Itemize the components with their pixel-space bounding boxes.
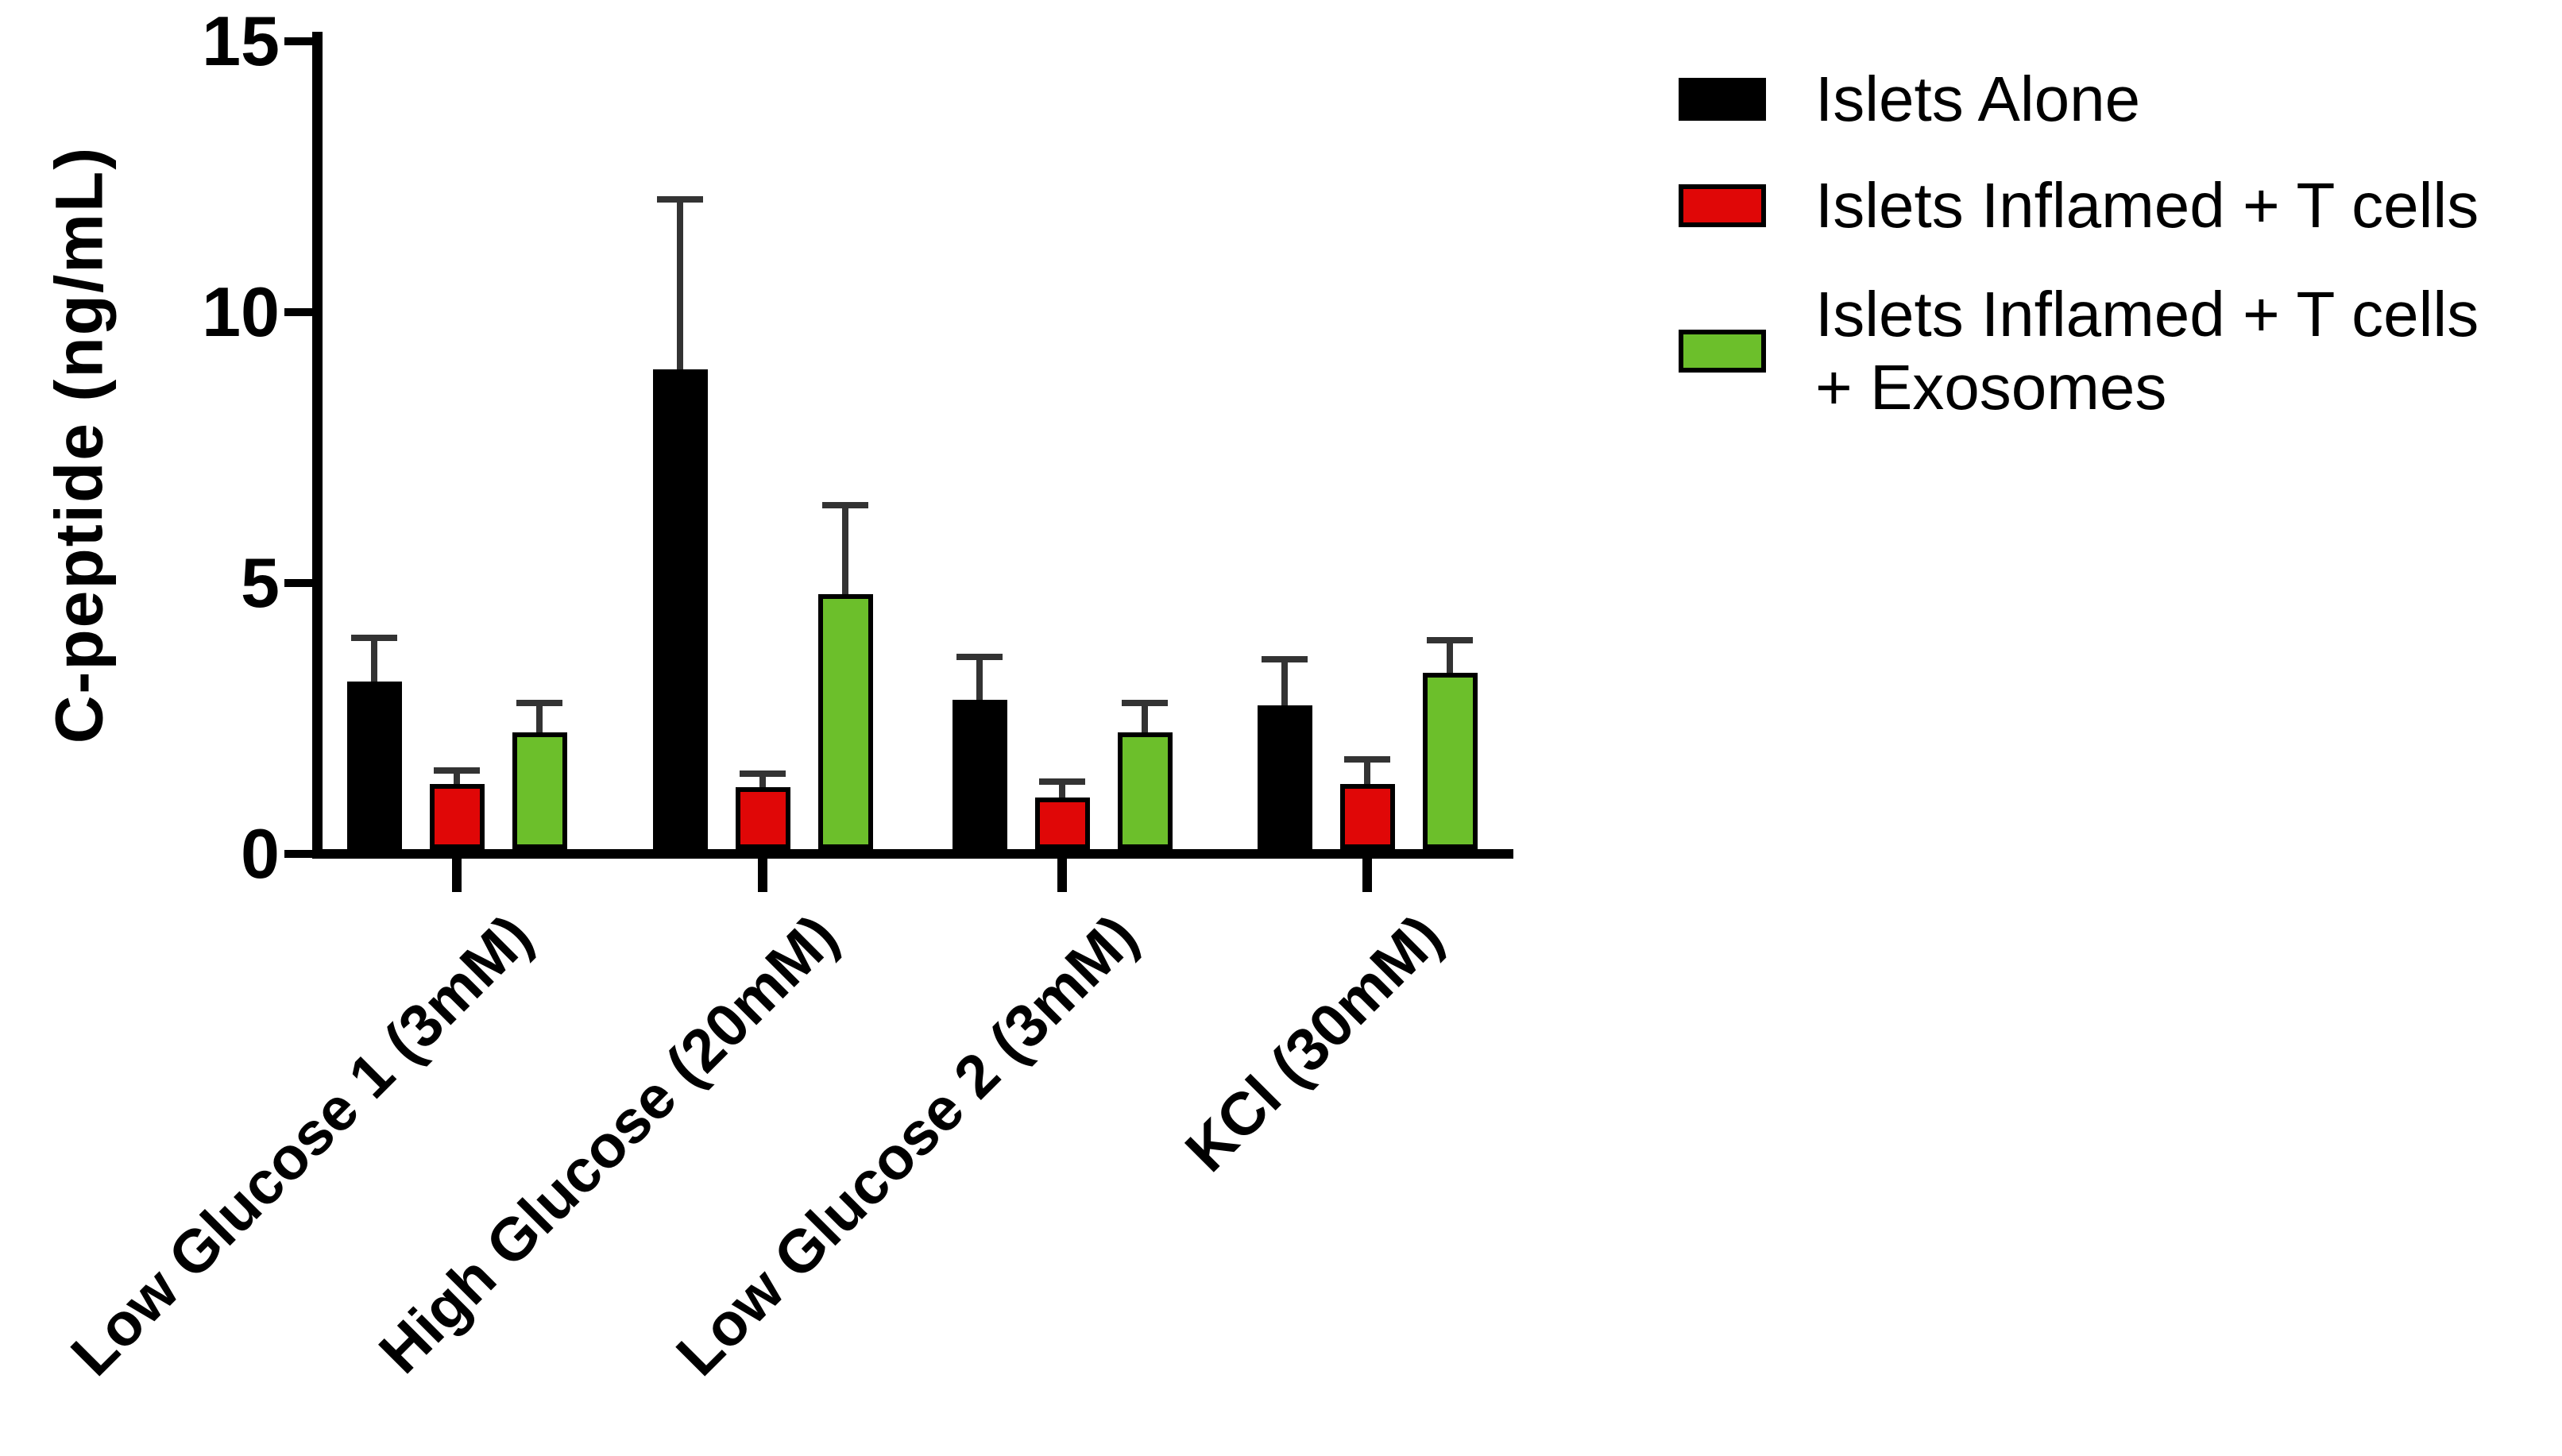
legend-label-line: Islets Alone — [1815, 64, 2141, 134]
error-bar-stem-islets-inflamed-t-cells-exosomes-kcl-30mm — [1447, 640, 1453, 677]
error-bar-cap-islets-alone-high-glucose-20mm — [657, 195, 703, 203]
legend-swatch-islets-alone — [1679, 78, 1766, 121]
bar-islets-inflamed-t-cells-exosomes-kcl-30mm — [1422, 673, 1478, 849]
error-bar-cap-islets-inflamed-t-cells-low-glucose-2-3mm — [1039, 778, 1085, 785]
legend: Islets Alone Islets Inflamed + T cells Isl… — [0, 0, 2562, 556]
error-bar-cap-islets-alone-low-glucose-1-3mm — [351, 635, 397, 642]
error-bar-stem-islets-alone-low-glucose-2-3mm — [976, 656, 983, 704]
bar-islets-inflamed-t-cells-low-glucose-1-3mm — [429, 784, 485, 849]
bar-islets-inflamed-t-cells-low-glucose-2-3mm — [1034, 798, 1090, 849]
error-bar-stem-islets-inflamed-t-cells-exosomes-high-glucose-20mm — [842, 504, 848, 598]
error-bar-stem-islets-inflamed-t-cells-low-glucose-1-3mm — [454, 770, 460, 788]
legend-label-line: Islets Inflamed + T cells — [1815, 279, 2479, 350]
bar-islets-alone-low-glucose-1-3mm — [346, 681, 402, 849]
bar-islets-inflamed-t-cells-kcl-30mm — [1339, 784, 1395, 849]
legend-swatch-islets-inflamed-t-cells — [1679, 184, 1766, 227]
error-bar-stem-islets-alone-low-glucose-1-3mm — [371, 638, 377, 685]
error-bar-stem-islets-inflamed-t-cells-high-glucose-20mm — [759, 773, 766, 790]
legend-label-line: Islets Inflamed + T cells — [1815, 170, 2479, 241]
legend-label-islets-inflamed-t-cells-exosomes: Islets Inflamed + T cells + Exosomes — [1815, 278, 2479, 424]
bar-islets-inflamed-t-cells-exosomes-low-glucose-2-3mm — [1117, 732, 1173, 849]
y-tick-label-15: 15 — [202, 2, 280, 80]
error-bar-cap-islets-inflamed-t-cells-exosomes-low-glucose-2-3mm — [1122, 699, 1168, 706]
error-bar-cap-islets-alone-low-glucose-2-3mm — [956, 653, 1003, 660]
error-bar-cap-islets-alone-kcl-30mm — [1262, 656, 1308, 663]
bar-islets-alone-kcl-30mm — [1257, 705, 1312, 849]
error-bar-stem-islets-inflamed-t-cells-low-glucose-2-3mm — [1059, 781, 1065, 801]
error-bar-cap-islets-inflamed-t-cells-low-glucose-1-3mm — [434, 767, 480, 774]
legend-label-islets-inflamed-t-cells: Islets Inflamed + T cells — [1815, 169, 2479, 242]
bar-islets-inflamed-t-cells-exosomes-low-glucose-1-3mm — [512, 732, 567, 849]
x-axis-line — [312, 849, 1513, 859]
error-bar-cap-islets-inflamed-t-cells-exosomes-high-glucose-20mm — [822, 501, 868, 508]
x-axis-tick-high-glucose-20mm — [758, 859, 767, 892]
error-bar-stem-islets-inflamed-t-cells-exosomes-low-glucose-1-3mm — [536, 702, 543, 736]
y-axis-line — [312, 32, 323, 859]
x-axis-tick-kcl-30mm — [1362, 859, 1372, 892]
legend-label-line: + Exosomes — [1815, 352, 2167, 423]
x-axis-tick-low-glucose-2-3mm — [1057, 859, 1067, 892]
x-axis-tick-low-glucose-1-3mm — [452, 859, 462, 892]
y-tick-label-10: 10 — [202, 272, 280, 351]
error-bar-cap-islets-inflamed-t-cells-high-glucose-20mm — [740, 770, 786, 777]
legend-label-islets-alone: Islets Alone — [1815, 63, 2140, 136]
y-axis-tick-0 — [284, 850, 313, 858]
y-axis-tick-5 — [284, 579, 313, 587]
bar-islets-inflamed-t-cells-exosomes-high-glucose-20mm — [817, 594, 873, 849]
error-bar-cap-islets-inflamed-t-cells-exosomes-low-glucose-1-3mm — [516, 699, 562, 706]
error-bar-stem-islets-inflamed-t-cells-exosomes-low-glucose-2-3mm — [1142, 702, 1148, 736]
bar-islets-inflamed-t-cells-high-glucose-20mm — [735, 786, 790, 849]
legend-swatch-islets-inflamed-t-cells-exosomes — [1679, 330, 1766, 373]
x-tick-label-kcl-30mm: KCl (30mM) — [1173, 902, 1455, 1185]
error-bar-stem-islets-inflamed-t-cells-kcl-30mm — [1364, 759, 1370, 788]
bar-islets-alone-low-glucose-2-3mm — [952, 700, 1007, 849]
bar-islets-alone-high-glucose-20mm — [652, 369, 708, 849]
error-bar-cap-islets-inflamed-t-cells-exosomes-kcl-30mm — [1427, 637, 1473, 644]
y-tick-label-0: 0 — [241, 814, 280, 893]
error-bar-stem-islets-alone-kcl-30mm — [1281, 659, 1288, 709]
error-bar-stem-islets-alone-high-glucose-20mm — [677, 199, 683, 373]
y-axis-tick-10 — [284, 308, 313, 316]
error-bar-cap-islets-inflamed-t-cells-kcl-30mm — [1344, 756, 1390, 763]
y-tick-label-5: 5 — [241, 543, 280, 622]
y-axis-tick-15 — [284, 37, 313, 45]
